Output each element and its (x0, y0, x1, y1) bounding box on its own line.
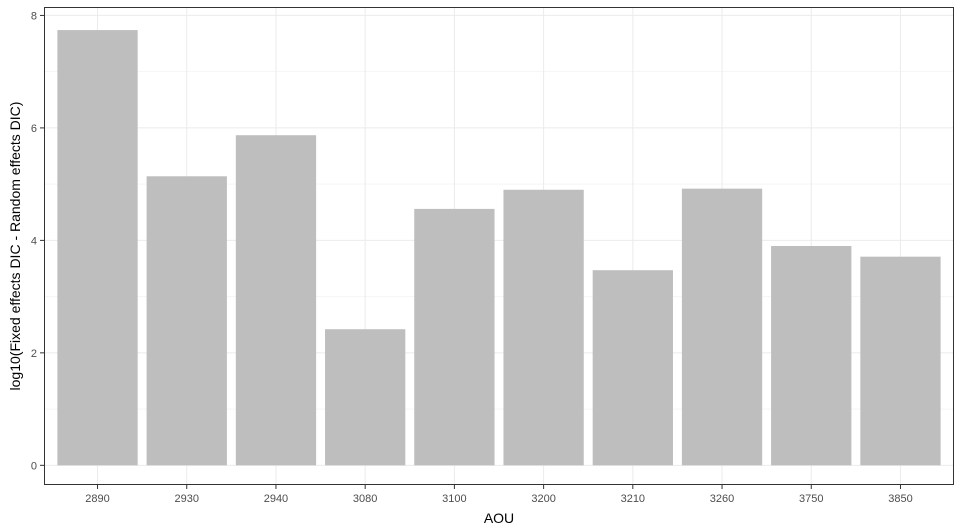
x-tick-label: 3750 (799, 493, 823, 505)
bar-2940 (235, 135, 317, 466)
x-tick-label: 3850 (888, 493, 912, 505)
x-tick-label: 3260 (710, 493, 734, 505)
bar-3200 (503, 189, 584, 466)
x-tick-label: 3080 (353, 493, 377, 505)
bar-3850 (860, 256, 941, 466)
panel-border (44, 7, 954, 485)
x-tick-label: 3100 (442, 493, 466, 505)
y-tick-label: 8 (31, 10, 37, 22)
x-axis-title: AOU (484, 510, 514, 526)
bar-3080 (325, 329, 406, 466)
x-axis-ticks: 2890 2930 2940 3080 3100 3200 3210 3260 3750 3850 (85, 485, 913, 505)
bar-3100 (414, 208, 495, 466)
y-tick-label: 0 (31, 460, 37, 472)
x-tick-label: 3200 (531, 493, 555, 505)
bar-3260 (681, 188, 763, 466)
y-axis-ticks: 0 2 4 6 8 (31, 10, 44, 472)
x-tick-label: 2940 (264, 493, 288, 505)
y-tick-label: 6 (31, 123, 37, 135)
bar-2930 (146, 176, 227, 466)
bar-3750 (771, 246, 852, 466)
bars (57, 30, 941, 466)
bar-2890 (57, 30, 138, 466)
x-tick-label: 2930 (175, 493, 199, 505)
y-axis-title: log10(Fixed effects DIC - Random effects… (7, 102, 23, 391)
y-tick-label: 2 (31, 348, 37, 360)
bar-3210 (592, 270, 673, 466)
y-tick-label: 4 (31, 235, 37, 247)
x-tick-label: 3210 (621, 493, 645, 505)
x-tick-label: 2890 (85, 493, 109, 505)
